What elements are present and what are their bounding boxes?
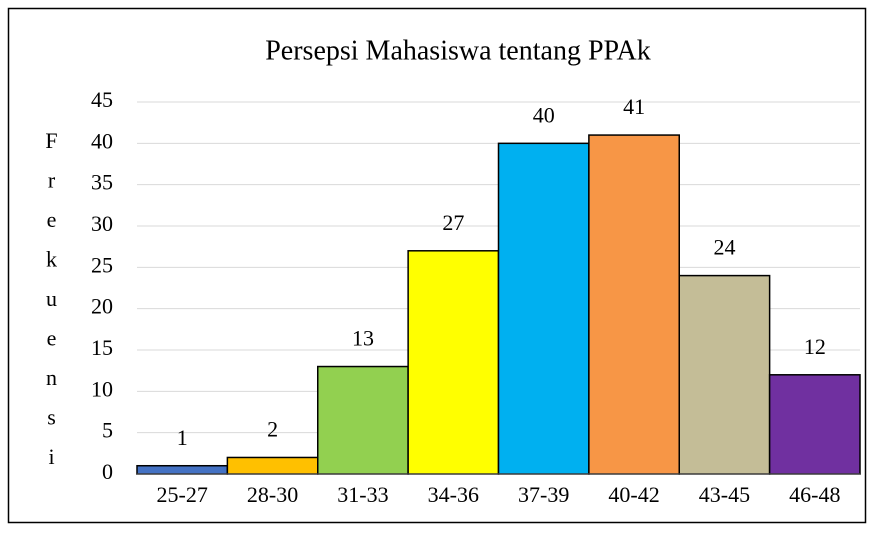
bar — [497, 142, 590, 475]
y-tick-label: 5 — [102, 418, 113, 443]
x-tick-label: 34-36 — [428, 482, 479, 507]
bar — [226, 456, 319, 475]
y-tick-label: 0 — [102, 459, 113, 484]
x-tick-label: 25-27 — [157, 482, 208, 507]
bar — [588, 134, 680, 475]
y-tick-label: 25 — [91, 252, 113, 277]
data-label: 24 — [713, 235, 735, 260]
x-tick-label: 31-33 — [337, 482, 388, 507]
data-label: 1 — [177, 425, 188, 450]
chart-title: Persepsi Mahasiswa tentang PPAk — [265, 35, 651, 66]
data-label: 27 — [442, 210, 464, 235]
x-tick-label: 40-42 — [608, 482, 659, 507]
y-tick-label: 20 — [91, 294, 113, 319]
data-label: 2 — [267, 417, 278, 442]
y-tick-label: 40 — [91, 128, 113, 153]
bar — [407, 250, 500, 475]
bar — [317, 365, 409, 475]
y-tick-label: 30 — [91, 211, 113, 236]
y-tick-label: 45 — [91, 87, 113, 112]
x-tick-label: 28-30 — [247, 482, 298, 507]
y-tick-label: 35 — [91, 170, 113, 195]
data-label: 40 — [533, 102, 555, 127]
data-label: 13 — [352, 326, 374, 351]
bar — [768, 374, 861, 475]
y-tick-label: 10 — [91, 376, 113, 401]
bar — [678, 274, 771, 475]
y-tick-label: 15 — [91, 335, 113, 360]
data-label: 12 — [804, 334, 826, 359]
x-tick-label: 43-45 — [699, 482, 750, 507]
bar — [136, 464, 229, 475]
x-tick-label: 46-48 — [789, 482, 840, 507]
y-axis-label: Frekuensi — [39, 128, 64, 484]
x-tick-label: 37-39 — [518, 482, 569, 507]
data-label: 41 — [623, 94, 645, 119]
